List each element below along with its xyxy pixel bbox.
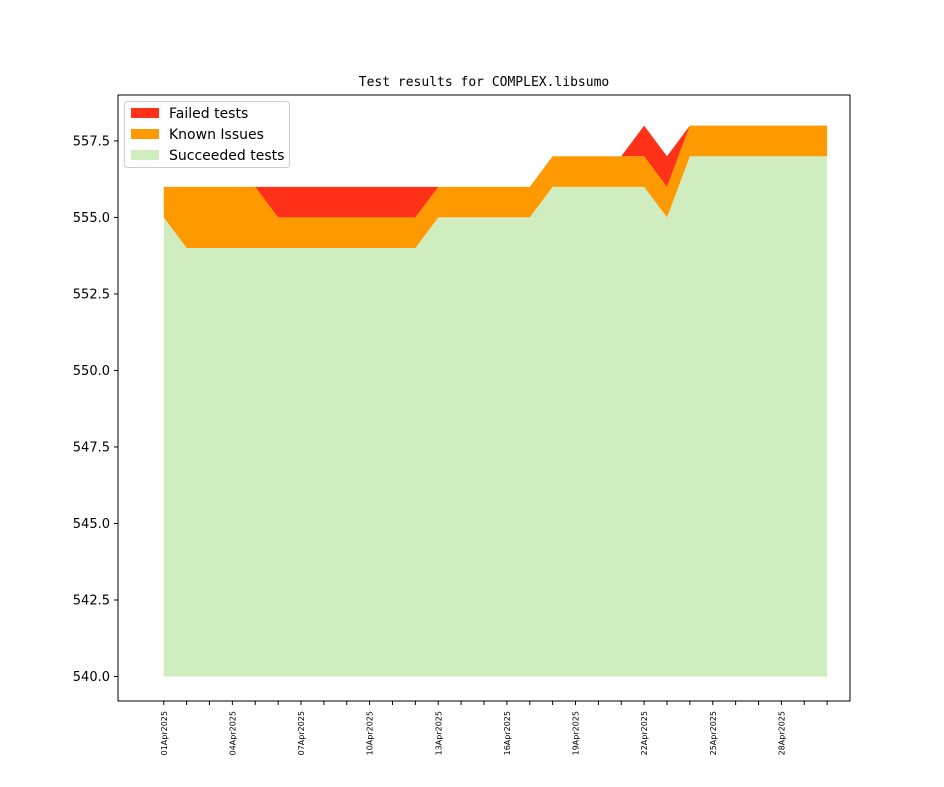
y-tick-label: 555.0 xyxy=(73,211,110,226)
legend-swatch xyxy=(131,150,159,160)
legend-swatch xyxy=(131,129,159,139)
legend-label: Known Issues xyxy=(169,127,264,143)
y-tick-label: 557.5 xyxy=(73,134,110,149)
x-tick-label: 25Apr2025 xyxy=(709,711,718,755)
y-tick-label: 540.0 xyxy=(73,670,110,685)
x-tick-label: 22Apr2025 xyxy=(640,711,649,755)
x-tick-label: 07Apr2025 xyxy=(297,711,306,755)
y-tick-label: 552.5 xyxy=(73,287,110,302)
area-failed-tests xyxy=(163,125,828,218)
x-tick-label: 28Apr2025 xyxy=(777,711,786,755)
legend-label: Failed tests xyxy=(169,106,248,122)
x-tick-label: 13Apr2025 xyxy=(434,711,443,755)
legend: Failed tests Known Issues Succeeded tests xyxy=(124,101,290,168)
y-tick-label: 547.5 xyxy=(73,440,110,455)
x-tick-label: 19Apr2025 xyxy=(572,711,581,755)
area-succeeded-tests xyxy=(163,156,828,677)
x-tick-label: 10Apr2025 xyxy=(366,711,375,755)
x-tick-label: 01Apr2025 xyxy=(160,711,169,755)
y-tick-label: 545.0 xyxy=(73,517,110,532)
y-axis: 540.0 542.5 545.0 547.5 550.0 552.5 555.0 557.5 xyxy=(73,134,118,685)
x-tick-label: 16Apr2025 xyxy=(503,711,512,755)
y-tick-label: 542.5 xyxy=(73,594,110,609)
plot-areas xyxy=(163,125,828,677)
x-tick-label: 04Apr2025 xyxy=(228,711,237,755)
y-tick-label: 550.0 xyxy=(73,364,110,379)
legend-box xyxy=(124,101,290,168)
chart-title: Test results for COMPLEX.libsumo xyxy=(359,75,609,90)
legend-swatch xyxy=(131,108,159,118)
area-known-issues xyxy=(163,125,828,249)
legend-label: Succeeded tests xyxy=(169,148,284,164)
x-axis: 01Apr2025 04Apr2025 07Apr2025 10Apr2025 13Ap… xyxy=(160,701,828,755)
